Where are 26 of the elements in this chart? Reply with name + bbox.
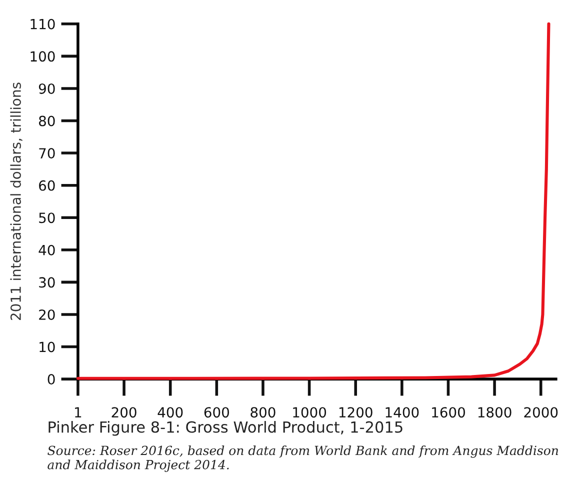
- y-tick-label: 0: [48, 374, 55, 385]
- y-axis-title: 2011 international dollars, trillions: [10, 82, 22, 320]
- x-tick-label: 200: [112, 407, 136, 418]
- text: Pinker Figure 8-1: Gross World Product, 1-2015: [48, 420, 402, 436]
- y-tick-label: 80: [39, 116, 55, 126]
- x-tick-label: 1200: [339, 407, 372, 418]
- x-tick-label: 1: [75, 407, 82, 418]
- x-tick-label: 400: [158, 407, 183, 418]
- x-tick-label: 1400: [386, 407, 419, 418]
- y-tick-label: 90: [38, 83, 55, 94]
- x-tick-label: 600: [204, 407, 229, 418]
- y-tick-label: 30: [39, 277, 55, 288]
- y-tick-label: 70: [39, 148, 55, 159]
- x-tick-label: 2000: [524, 407, 558, 418]
- y-tick-label: 60: [39, 180, 55, 191]
- y-tick-label: 10: [40, 342, 55, 352]
- y-tick-label: 50: [39, 212, 55, 224]
- x-tick-label: 1000: [293, 407, 326, 418]
- x-tick-label: 1800: [478, 407, 512, 418]
- y-tick-label: 100: [30, 51, 55, 62]
- y-tick-label: 20: [39, 309, 55, 320]
- source-note: Source: Roser 2016c, based on data from World Bank and from Angus Maddison and Maiddison Project 2014.: [48, 445, 558, 472]
- x-tick-label: 800: [250, 407, 276, 418]
- x-tick-label: 1600: [432, 407, 465, 418]
- y-tick-label: 40: [38, 244, 55, 256]
- y-tick-label: 110: [30, 18, 55, 30]
